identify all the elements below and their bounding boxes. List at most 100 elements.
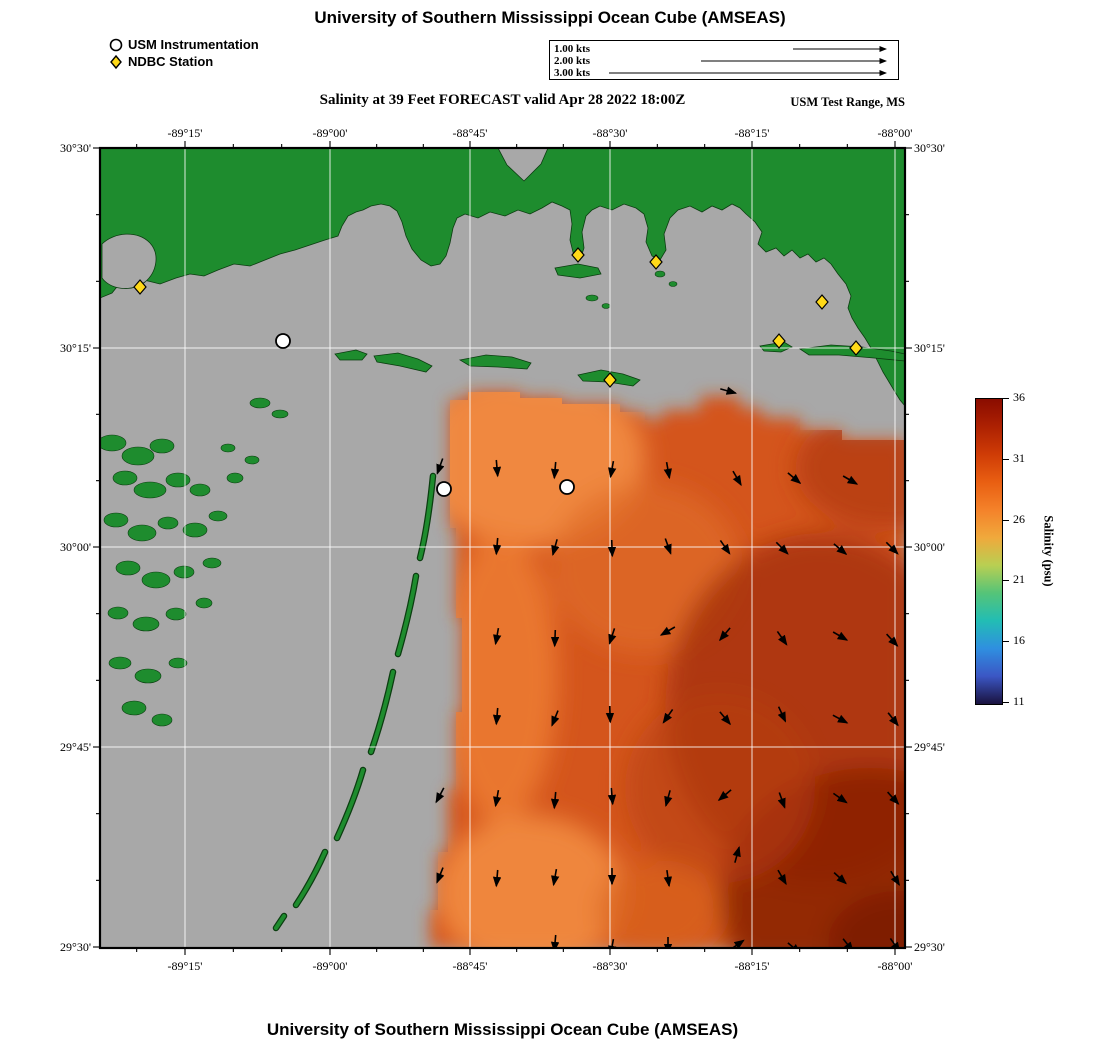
ndbc-station-marker — [815, 294, 829, 310]
marsh-island — [121, 446, 155, 466]
current-vector-arrow — [550, 791, 560, 810]
legend-usm-label: USM Instrumentation — [128, 37, 259, 52]
marsh-island — [195, 597, 213, 609]
lat-tick-label: 30°15' — [60, 341, 91, 355]
current-vector-arrow — [663, 869, 673, 888]
marsh-island — [182, 522, 208, 538]
current-vector-arrow — [608, 460, 617, 479]
ndbc-station-marker — [133, 279, 147, 295]
usm-circle-icon — [109, 38, 123, 51]
current-vector-arrow — [833, 543, 848, 555]
marsh-island — [134, 668, 162, 684]
marsh-island — [108, 656, 132, 670]
current-vector-arrow — [832, 714, 849, 724]
lat-tick-label: 30°30' — [914, 141, 945, 155]
colorbar-tick-label: 21 — [1013, 572, 1025, 587]
marsh-island — [127, 524, 157, 542]
current-vector-arrow — [842, 475, 859, 485]
current-vector-arrow — [663, 461, 672, 480]
marsh-island — [173, 565, 195, 579]
colorbar-title: Salinity (psu) — [1041, 515, 1056, 587]
current-vector-arrow — [607, 787, 617, 806]
scale-label-1kt: 1.00 kts — [554, 43, 591, 55]
current-vector-arrow — [662, 708, 674, 724]
mainland-coast — [100, 148, 905, 407]
current-vector-arrow — [492, 537, 502, 556]
current-vector-arrow — [550, 934, 560, 948]
current-vector-arrow — [664, 790, 673, 808]
lon-tick-label: -88°15' — [735, 959, 770, 973]
marsh-island — [103, 512, 129, 528]
barrier-island — [798, 344, 905, 362]
barrier-island — [334, 349, 368, 361]
colorbar-tick-label: 11 — [1013, 694, 1025, 708]
current-vector-arrow — [492, 459, 502, 478]
current-vector-arrow — [832, 792, 848, 804]
marsh-island — [107, 606, 129, 620]
nearshore-island — [654, 270, 666, 278]
lat-tick-label: 29°45' — [60, 740, 91, 754]
current-vector-arrow — [775, 541, 789, 555]
lon-tick-label: -89°00' — [313, 126, 348, 140]
ndbc-diamond-icon — [110, 54, 122, 69]
station-markers-layer — [133, 247, 863, 497]
top-title: University of Southern Mississippi Ocean… — [314, 8, 786, 27]
current-vector-arrow — [719, 711, 731, 726]
current-vector-arrow — [777, 706, 787, 723]
lat-tick-label: 30°00' — [914, 540, 945, 554]
barrier-island — [373, 352, 433, 373]
legend-row-usm: USM Instrumentation — [108, 36, 259, 53]
marsh-island — [100, 434, 127, 452]
marsh-island — [112, 470, 138, 486]
current-vector-arrow — [719, 627, 731, 642]
current-vector-arrow — [842, 938, 854, 948]
current-vector-arrow — [832, 631, 849, 641]
map-canvas: -89°15' -89°15' -89°00' -89°00' -88°45' -88°4… — [60, 126, 945, 973]
map-frame — [98, 146, 907, 950]
marsh-island — [168, 657, 188, 669]
current-vector-arrow — [787, 942, 802, 948]
lon-tick-label: -88°15' — [735, 126, 770, 140]
current-vector-arrow — [550, 629, 560, 648]
nearshore-island — [601, 303, 611, 309]
colorbar-tick-label: 31 — [1013, 450, 1025, 465]
current-vector-arrow — [887, 712, 899, 727]
marsh-island — [220, 443, 236, 453]
current-vector-arrow — [719, 539, 731, 555]
marsh-island — [133, 481, 167, 499]
nearshore-island — [668, 281, 678, 287]
usm-station-marker — [559, 479, 575, 495]
lat-tick-label: 29°30' — [914, 940, 945, 954]
marsh-island — [157, 516, 179, 530]
current-vector-arrow — [889, 937, 901, 948]
colorbar-tick — [1003, 641, 1009, 643]
forecast-subtitle: Salinity at 39 Feet FORECAST valid Apr 2… — [319, 92, 686, 108]
colorbar-tick — [1003, 458, 1009, 460]
ndbc-station-marker — [649, 254, 663, 270]
marsh-island — [115, 560, 141, 576]
current-vector-arrow — [777, 792, 786, 809]
marsh-island — [141, 571, 171, 589]
current-vector-arrow — [732, 845, 741, 863]
current-vector-arrow — [732, 470, 742, 487]
nearshore-island — [585, 294, 599, 302]
vector-scale-canvas: 1.00 kts 2.00 kts 3.00 kts — [554, 43, 887, 79]
current-vector-arrow — [720, 386, 738, 395]
current-vector-arrow — [890, 870, 900, 886]
lon-tick-label: -88°30' — [593, 126, 628, 140]
legend-row-ndbc: NDBC Station — [108, 53, 259, 70]
lat-tick-label: 30°00' — [60, 540, 91, 554]
lon-tick-label: -88°30' — [593, 959, 628, 973]
current-vector-arrow — [731, 939, 745, 948]
marsh-island — [189, 483, 211, 497]
lat-tick-label: 29°45' — [914, 740, 945, 754]
current-vector-arrow — [885, 541, 899, 555]
current-vector-arrow — [436, 867, 445, 884]
chandeleur-islands — [272, 472, 437, 932]
current-vector-arrow — [492, 707, 502, 726]
symbol-legend: USM Instrumentation NDBC Station — [108, 36, 259, 70]
colorbar-tick-label: 16 — [1013, 633, 1025, 648]
current-vector-arrow — [886, 633, 899, 647]
colorbar-tick — [1003, 702, 1009, 703]
current-vector-arrow — [833, 872, 847, 885]
